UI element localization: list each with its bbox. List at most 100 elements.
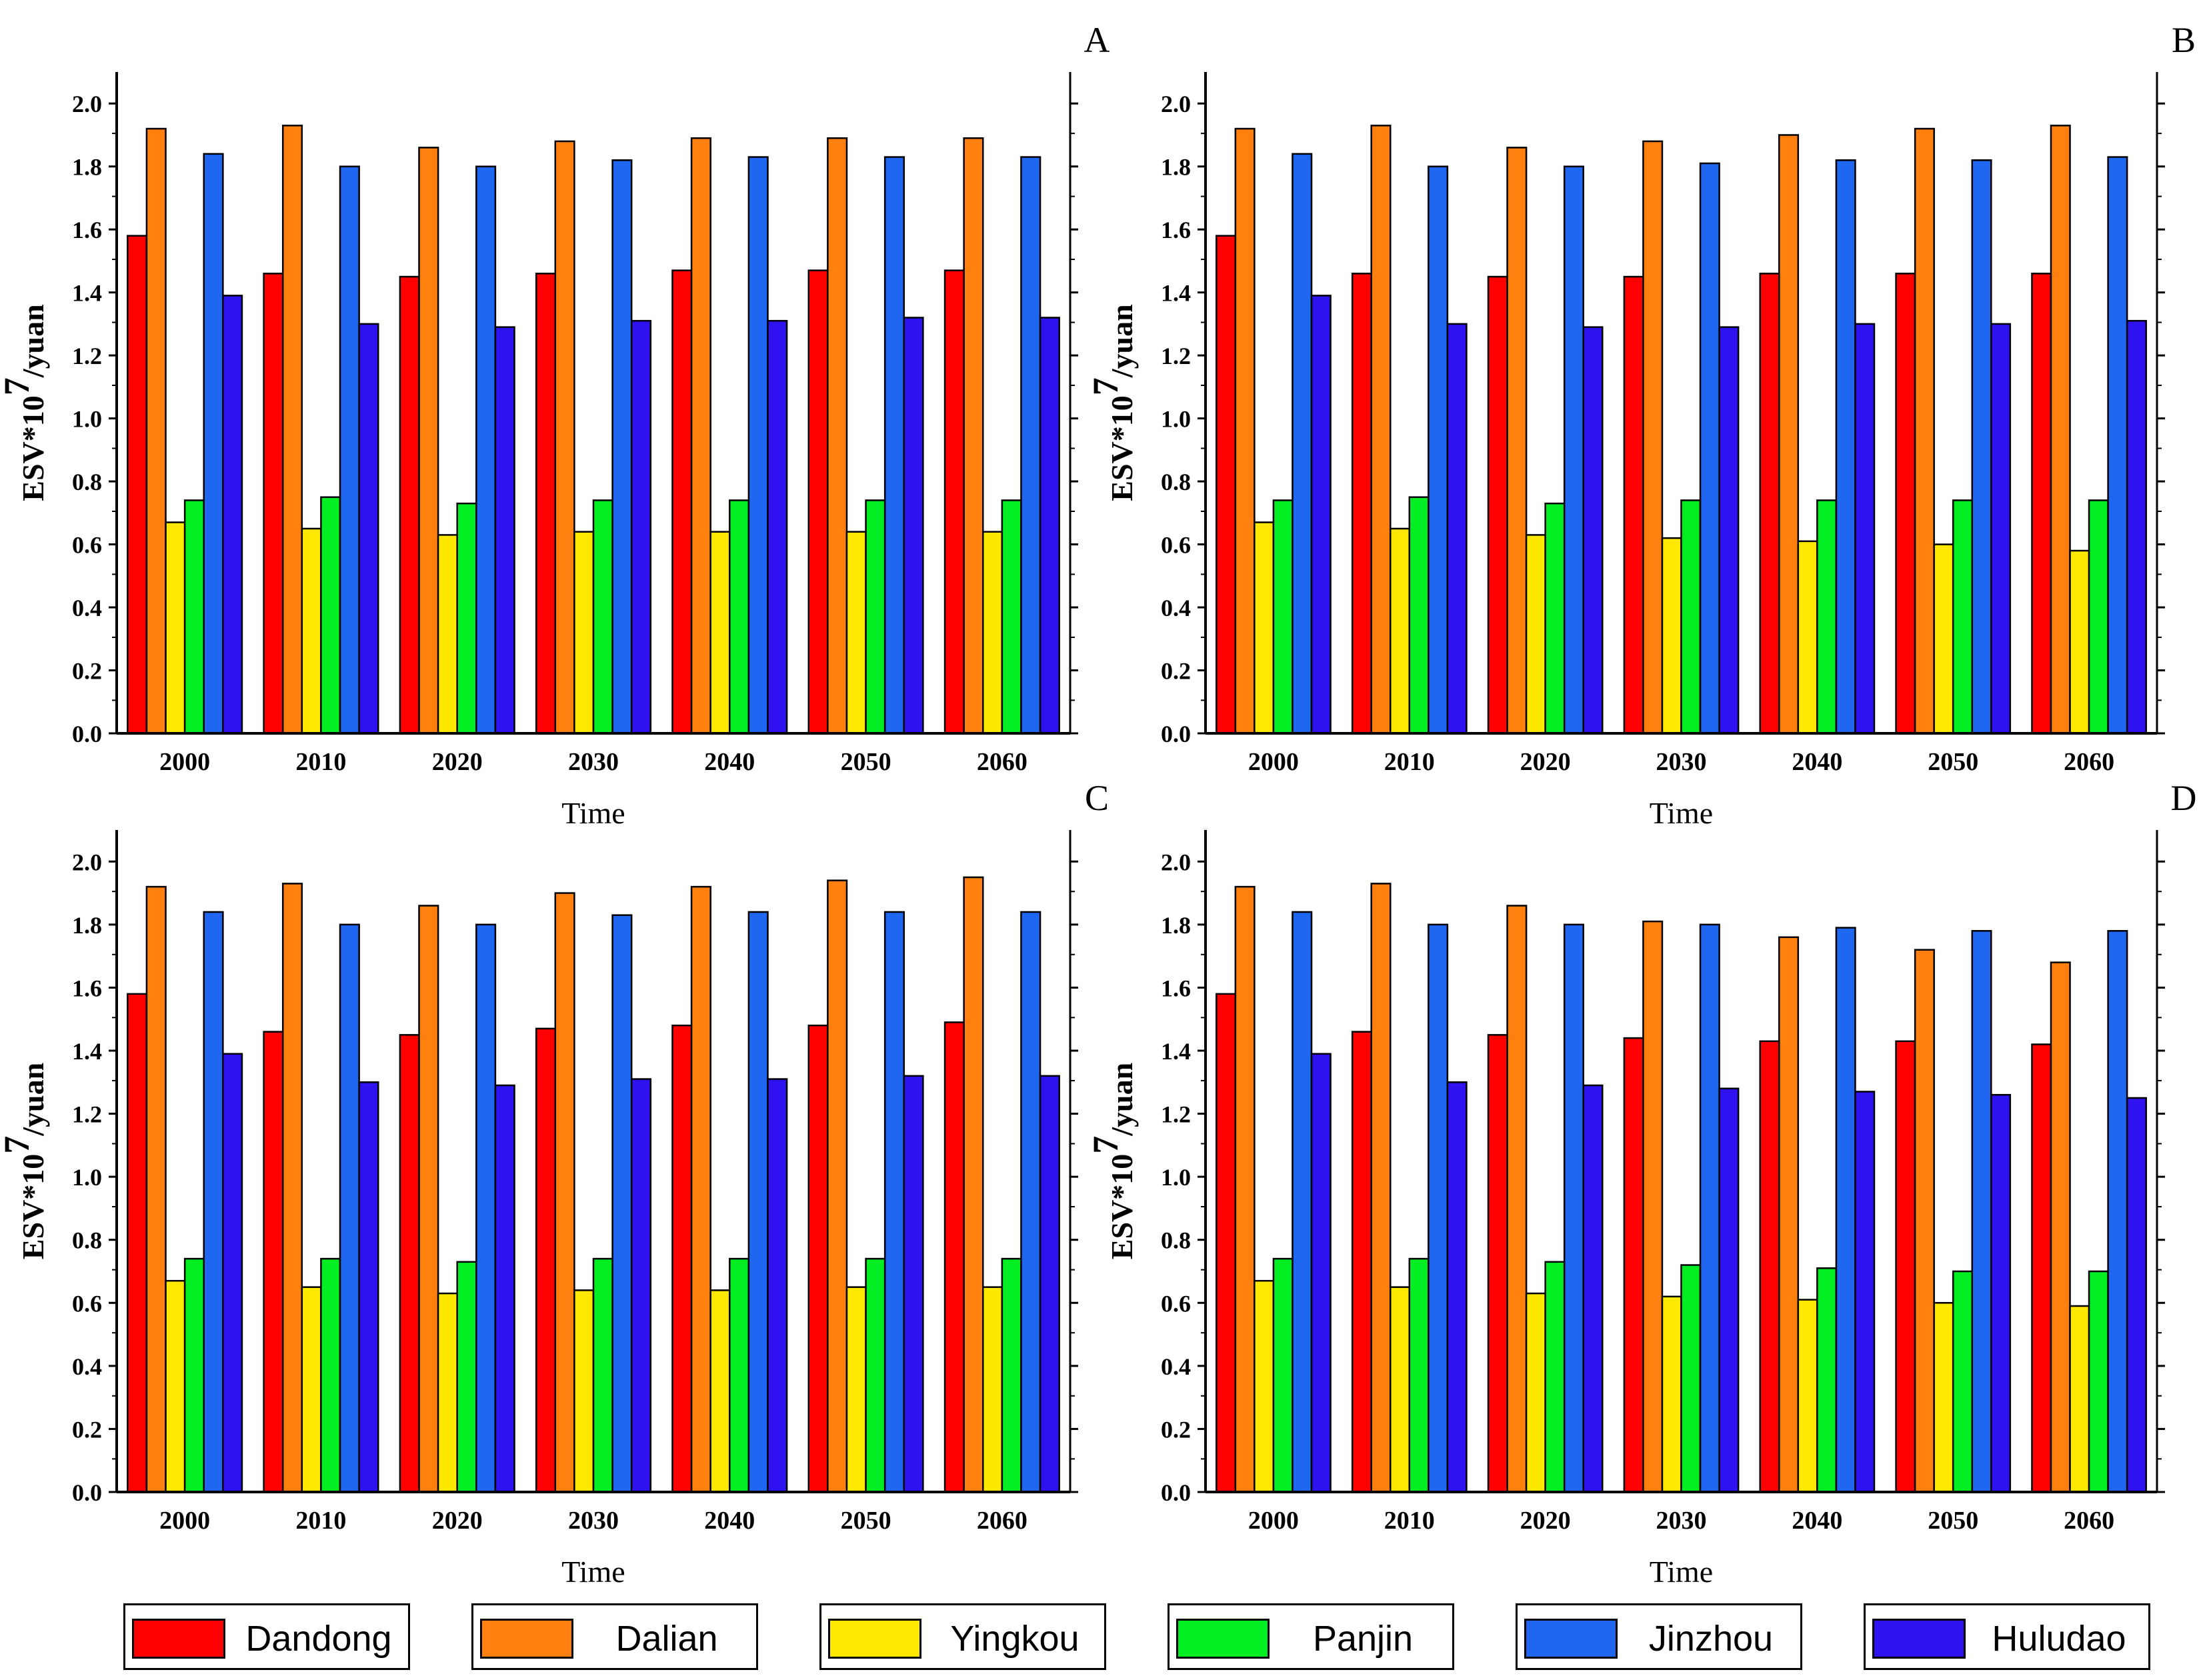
legend-item-huludao: Huludao (1864, 1603, 2150, 1670)
bar-yingkou-2030 (573, 531, 595, 735)
x-tick-label: 2000 (1248, 748, 1299, 776)
y-axis-title: ESV*107/yuan (0, 304, 50, 501)
bar-dalian-2060 (963, 137, 984, 735)
bar-dalian-2050 (827, 879, 848, 1493)
bar-panjin-2040 (1816, 499, 1838, 735)
bar-jinzhou-2020 (1563, 165, 1584, 735)
bar-jinzhou-2030 (611, 159, 633, 735)
bar-dalian-2020 (418, 147, 439, 735)
y-tick-label: 0.6 (72, 532, 102, 559)
y-tick-label: 1.2 (1161, 343, 1191, 369)
x-tick-label: 2000 (159, 1507, 210, 1535)
y-axis-title-base: ESV*10 (16, 1154, 50, 1259)
y-axis-title-base: ESV*10 (1105, 395, 1139, 501)
chart-panel-d: 2000 2010 2020 2030 2040 2050 2060 0.0 0.2 0.4 0.6… (1085, 778, 2197, 1589)
x-tick-label: 2010 (295, 748, 346, 776)
y-tick-label: 1.6 (1161, 975, 1191, 1001)
bar-dalian-2030 (554, 140, 575, 735)
x-axis-title: Time (1650, 796, 1713, 830)
bar-huludao-2060 (1039, 1075, 1060, 1493)
bar-dandong-2010 (263, 1031, 284, 1493)
y-tick-label: 1.8 (72, 154, 102, 181)
y-tick-label: 1.4 (72, 1038, 102, 1065)
bar-jinzhou-2010 (339, 165, 360, 735)
legend-item-yingkou: Yingkou (819, 1603, 1106, 1670)
bar-panjin-2040 (729, 1257, 750, 1493)
legend-swatch-jinzhou (1524, 1619, 1618, 1659)
y-tick-label: 1.0 (72, 406, 102, 433)
bar-dalian-2010 (281, 883, 303, 1493)
legend-label-dandong: Dandong (245, 1619, 392, 1659)
y-axis-title-unit: /yuan (16, 304, 50, 378)
bar-jinzhou-2050 (883, 911, 905, 1493)
bar-panjin-2040 (1816, 1267, 1838, 1493)
bar-panjin-2050 (865, 1257, 886, 1493)
bar-panjin-2030 (592, 1257, 613, 1493)
bar-yingkou-2010 (301, 527, 322, 735)
bar-jinzhou-2020 (1563, 923, 1584, 1493)
x-tick-label: 2010 (1384, 1507, 1435, 1535)
x-tick-label: 2040 (704, 748, 755, 776)
y-tick-label: 1.8 (72, 912, 102, 939)
x-tick-label: 2030 (1656, 1507, 1707, 1535)
legend-item-jinzhou: Jinzhou (1516, 1603, 1802, 1670)
legend: Dandong Dalian Yingkou Panjin Jinzhou Hu… (0, 1603, 2207, 1677)
legend-label-yingkou: Yingkou (950, 1619, 1079, 1659)
chart-panel-b: 2000 2010 2020 2030 2040 2050 2060 0.0 0.2 0.4 0.6… (1085, 20, 2196, 830)
bar-dandong-2030 (1623, 1037, 1644, 1493)
bar-dalian-2040 (690, 137, 711, 735)
legend-item-panjin: Panjin (1168, 1603, 1454, 1670)
bar-dandong-2030 (535, 1027, 557, 1493)
bar-yingkou-2030 (573, 1289, 595, 1493)
bar-dalian-2010 (1370, 883, 1392, 1493)
bar-huludao-2030 (630, 1078, 652, 1493)
bar-jinzhou-2060 (2107, 930, 2128, 1493)
bar-dalian-2000 (145, 885, 167, 1493)
bar-yingkou-2050 (1933, 1302, 1954, 1493)
y-tick-label: 1.2 (72, 1101, 102, 1128)
bar-jinzhou-2000 (203, 153, 224, 735)
bar-dalian-2000 (1234, 885, 1256, 1493)
y-tick-label: 1.4 (72, 280, 102, 307)
bar-panjin-2030 (1680, 499, 1702, 735)
bar-dandong-2060 (2031, 1043, 2052, 1493)
bar-dandong-2010 (1351, 1031, 1372, 1493)
y-tick-label: 0.6 (1161, 532, 1191, 559)
bar-jinzhou-2040 (1835, 159, 1856, 735)
bar-yingkou-2050 (845, 531, 867, 735)
bar-yingkou-2060 (2069, 549, 2090, 735)
y-tick-label: 1.4 (1161, 280, 1191, 307)
y-tick-label: 1.2 (72, 343, 102, 369)
y-axis-title-exponent: 7 (1085, 1136, 1126, 1154)
bar-dalian-2040 (1778, 134, 1800, 735)
bar-yingkou-2040 (1797, 540, 1818, 735)
y-axis-title: ESV*107/yuan (1085, 1063, 1139, 1259)
y-tick-label: 1.8 (1161, 154, 1191, 181)
bar-dandong-2050 (1895, 1040, 1916, 1493)
bar-jinzhou-2050 (883, 156, 905, 735)
bar-dalian-2010 (281, 125, 303, 735)
bar-yingkou-2020 (1525, 1292, 1546, 1493)
bar-huludao-2010 (1446, 1081, 1468, 1493)
bar-huludao-2050 (1990, 323, 2012, 735)
bar-dalian-2000 (145, 127, 167, 735)
bar-dandong-2010 (263, 273, 284, 735)
bar-panjin-2010 (1408, 1257, 1430, 1493)
y-tick-label: 0.6 (1161, 1290, 1191, 1317)
legend-swatch-huludao (1872, 1619, 1966, 1659)
y-tick-label: 1.0 (1161, 1164, 1191, 1191)
bar-yingkou-2040 (709, 1289, 731, 1493)
bar-dalian-2030 (554, 892, 575, 1493)
x-tick-label: 2020 (432, 1507, 483, 1535)
bar-panjin-2020 (456, 502, 477, 735)
bar-yingkou-2020 (437, 534, 458, 735)
bar-huludao-2000 (222, 295, 243, 735)
x-tick-label: 2020 (432, 748, 483, 776)
bar-yingkou-2010 (1389, 1286, 1411, 1493)
x-tick-label: 2050 (841, 748, 891, 776)
bar-dalian-2020 (418, 905, 439, 1493)
bar-huludao-2010 (358, 1081, 379, 1493)
x-axis-title: Time (561, 1555, 625, 1589)
y-axis-title-unit: /yuan (16, 1063, 50, 1137)
